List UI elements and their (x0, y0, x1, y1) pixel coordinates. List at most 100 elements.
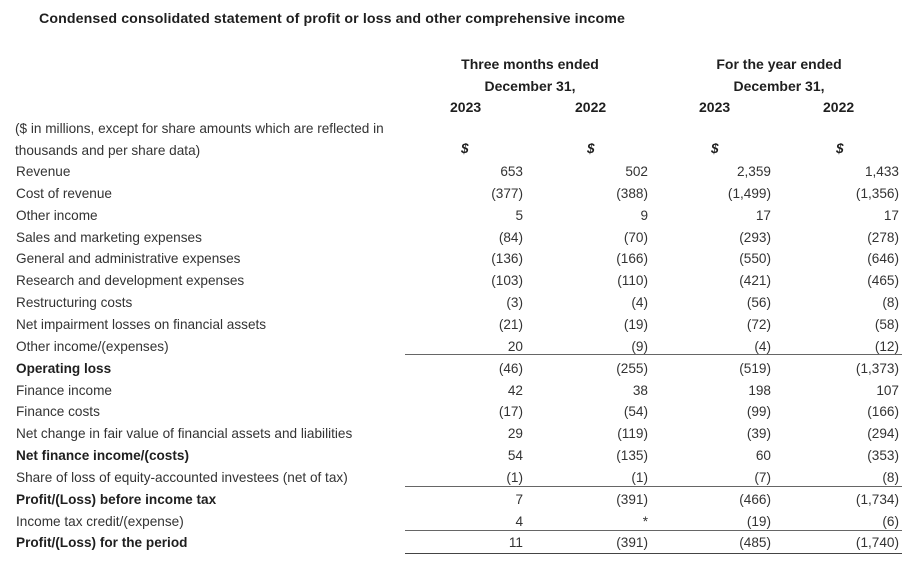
table-row: Share of loss of equity-accounted invest… (0, 467, 914, 489)
row-value-col2: * (642, 513, 648, 529)
row-value-col3: (550) (739, 251, 771, 267)
header-three-months-line1: Three months ended (461, 56, 599, 72)
row-value-col2: (19) (623, 316, 648, 332)
row-value-col4: (294) (867, 426, 899, 442)
rule-above-operating-loss (405, 354, 902, 355)
row-value-col1: (1) (506, 469, 523, 485)
row-label: Net impairment losses on financial asset… (16, 316, 267, 332)
row-value-col1: (21) (498, 316, 523, 332)
row-label: Share of loss of equity-accounted invest… (16, 469, 348, 485)
row-value-col1: 20 (507, 338, 523, 354)
table-row: Net change in fair value of financial as… (0, 423, 914, 445)
table-row: Income tax credit/(expense) 4 * (19) (6) (0, 511, 914, 533)
row-value-col1: (136) (491, 251, 523, 267)
row-value-col4: (8) (882, 469, 899, 485)
row-value-col4: (8) (882, 295, 899, 311)
row-label: Finance costs (16, 404, 100, 420)
row-value-col1: 11 (508, 535, 523, 551)
table-row: Revenue 653 502 2,359 1,433 (0, 161, 914, 183)
row-value-col2: (135) (616, 448, 648, 464)
table-row: Net impairment losses on financial asset… (0, 314, 914, 336)
table-row: Operating loss (46) (255) (519) (1,373) (0, 358, 914, 380)
row-label: Restructuring costs (16, 295, 133, 311)
header-three-months: Three months ended December 31, (425, 54, 635, 96)
row-value-col4: (6) (882, 513, 899, 529)
row-value-col3: (1,499) (727, 185, 771, 201)
table-row: Restructuring costs (3) (4) (56) (8) (0, 292, 914, 314)
row-value-col4: 107 (876, 382, 899, 398)
statement-title: Condensed consolidated statement of prof… (39, 11, 625, 27)
table-row: Research and development expenses (103) (1… (0, 270, 914, 292)
row-value-col3: 2,359 (736, 164, 771, 179)
row-label: Finance income (16, 382, 112, 398)
row-value-col4: (1,734) (855, 491, 899, 507)
row-value-col4: (1,373) (855, 360, 899, 376)
row-value-col3: 17 (755, 207, 771, 223)
currency-symbol-col3: $ (711, 141, 719, 156)
row-label: Research and development expenses (16, 273, 245, 289)
row-value-col3: (421) (739, 273, 771, 289)
row-value-col3: (7) (754, 469, 771, 485)
row-value-col4: 17 (883, 207, 899, 223)
table-row: Net finance income/(costs) 54 (135) 60 (353) (0, 445, 914, 467)
table-row: Sales and marketing expenses (84) (70) (293… (0, 227, 914, 249)
row-label: Profit/(Loss) before income tax (16, 491, 217, 507)
currency-symbol-col4: $ (836, 141, 844, 156)
table-row: Finance income 42 38 198 107 (0, 380, 914, 402)
row-value-col4: (465) (867, 273, 899, 289)
row-value-col3: (293) (739, 229, 771, 245)
row-value-col2: (110) (617, 273, 648, 289)
row-value-col4: (12) (874, 338, 899, 354)
row-label: Net change in fair value of financial as… (16, 426, 353, 442)
header-full-year-line2: December 31, (733, 78, 825, 94)
row-value-col2: (1) (631, 469, 648, 485)
rule-above-profit-for-period (405, 530, 902, 531)
row-value-col2: (9) (631, 338, 648, 354)
row-label: Other income/(expenses) (16, 338, 169, 354)
row-value-col1: (103) (491, 273, 523, 289)
row-value-col3: (4) (754, 338, 771, 354)
table-row: General and administrative expenses (136)… (0, 248, 914, 270)
row-value-col4: (278) (867, 229, 899, 245)
row-value-col2: (166) (616, 251, 648, 267)
row-value-col3: (39) (746, 426, 771, 442)
row-label: Operating loss (16, 360, 112, 376)
row-value-col1: (17) (498, 404, 523, 420)
row-value-col4: (1,740) (855, 535, 899, 551)
row-value-col4: (58) (874, 316, 899, 332)
currency-symbol-col1: $ (461, 141, 469, 156)
row-value-col2: (70) (623, 229, 648, 245)
unit-note: ($ in millions, except for share amounts… (15, 121, 384, 158)
currency-symbol-col2: $ (587, 141, 595, 156)
row-label: Profit/(Loss) for the period (16, 535, 188, 551)
row-value-col3: 60 (755, 448, 771, 464)
row-value-col2: (255) (616, 360, 648, 376)
row-value-col4: (646) (867, 251, 899, 267)
row-value-col3: (519) (739, 360, 771, 376)
table-row: Other income/(expenses) 20 (9) (4) (12) (0, 336, 914, 358)
header-three-months-line2: December 31, (484, 78, 576, 94)
row-value-col2: 38 (632, 382, 648, 398)
header-full-year: For the year ended December 31, (674, 54, 884, 96)
table-row: Cost of revenue (377) (388) (1,499) (1,356) (0, 183, 914, 205)
row-label: Income tax credit/(expense) (16, 513, 184, 529)
row-value-col3: (19) (746, 513, 771, 529)
row-value-col4: (1,356) (855, 185, 899, 201)
rule-bottom (405, 553, 902, 554)
row-label: Cost of revenue (16, 185, 112, 201)
row-value-col4: (166) (867, 404, 899, 420)
row-value-col2: (391) (616, 535, 648, 551)
row-value-col3: (72) (746, 316, 771, 332)
row-value-col1: 54 (507, 448, 523, 464)
row-value-col1: (377) (491, 185, 523, 201)
row-value-col3: (56) (746, 295, 771, 311)
header-full-year-line1: For the year ended (716, 56, 842, 72)
row-label: Net finance income/(costs) (16, 448, 189, 464)
row-value-col4: (353) (867, 448, 899, 464)
row-value-col4: 1,433 (864, 164, 899, 179)
table-row: Other income 5 9 17 17 (0, 205, 914, 227)
row-value-col1: 7 (515, 491, 523, 507)
year-header-q-2022: 2022 (575, 99, 607, 115)
rule-above-profit-before-tax (405, 486, 902, 487)
row-label: Revenue (16, 164, 71, 179)
